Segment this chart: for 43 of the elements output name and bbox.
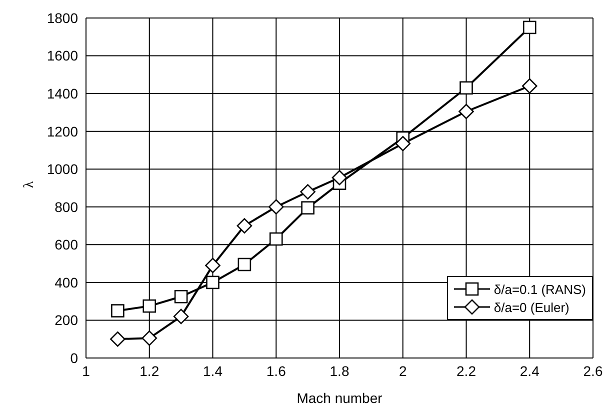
point (173, 308, 189, 324)
point (142, 330, 158, 346)
x-tick-label: 2.6 (583, 362, 603, 379)
point (238, 258, 252, 272)
point (205, 258, 220, 274)
point (269, 232, 283, 246)
point (300, 184, 316, 200)
legend-label: δ/a=0 (Euler) (494, 300, 570, 314)
legend-label: δ/a=0.1 (RANS) (494, 282, 586, 296)
point (110, 331, 126, 347)
y-tick-label: 1600 (46, 48, 78, 64)
x-tick-label: 2.2 (456, 362, 476, 379)
x-tick-label: 1.8 (330, 362, 350, 379)
point (174, 290, 188, 304)
point (206, 276, 220, 290)
point (522, 20, 536, 34)
y-tick-label: 600 (54, 236, 78, 253)
point (268, 199, 284, 215)
x-tick-label: 2.4 (520, 362, 540, 379)
x-axis-title: Mach number (296, 390, 383, 406)
y-tick-label: 1200 (46, 123, 78, 140)
y-tick-label: 1400 (46, 86, 78, 102)
x-tick-label: 1.2 (140, 362, 160, 379)
point (142, 299, 156, 313)
y-tick-label: 1000 (46, 161, 78, 178)
point (522, 78, 538, 94)
x-tick-label: 1.4 (203, 362, 223, 379)
point (458, 104, 474, 120)
y-axis-title: λ (22, 181, 37, 188)
point (111, 304, 124, 318)
y-tick-label: 800 (54, 198, 78, 215)
point (301, 201, 314, 214)
y-tick-label: 400 (54, 274, 78, 290)
point (332, 170, 348, 186)
x-tick-label: 1 (82, 362, 90, 379)
x-tick-label: 2 (398, 362, 407, 379)
y-tick-label: 1800 (46, 10, 78, 26)
x-tick-label: 1.6 (266, 362, 286, 379)
y-tick-label: 200 (54, 312, 78, 328)
y-tick-label: 0 (70, 350, 78, 366)
point (236, 218, 252, 234)
point (395, 136, 411, 152)
point (460, 81, 473, 95)
